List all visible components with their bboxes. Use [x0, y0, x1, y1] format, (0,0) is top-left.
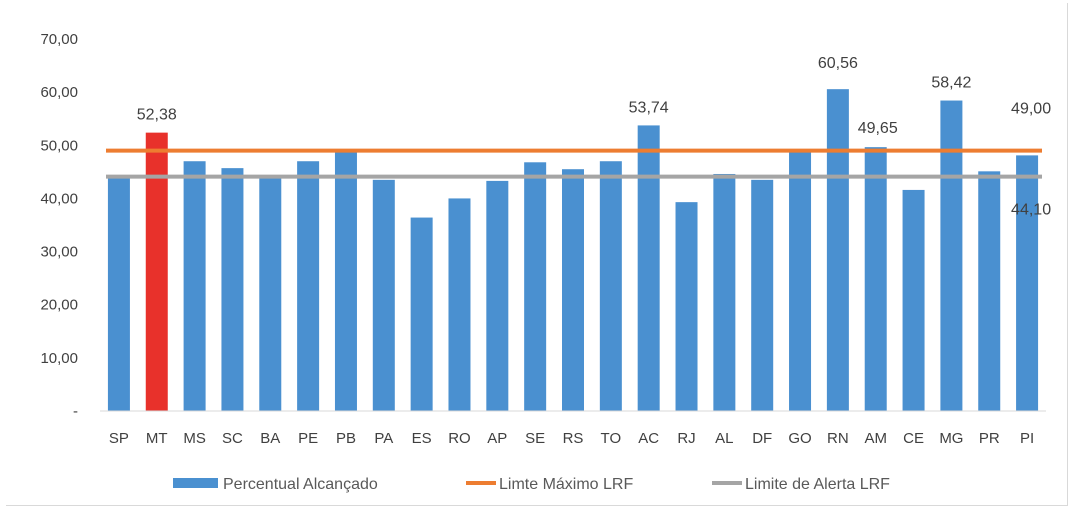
- x-tick-label: RS: [563, 430, 584, 447]
- bar-rj: [675, 202, 698, 411]
- x-tick-label: PR: [979, 430, 1000, 447]
- bar-pe: [297, 161, 320, 411]
- bar-se: [524, 162, 547, 411]
- legend-label: Limte Máximo LRF: [499, 476, 633, 493]
- y-tick-label: 70,00: [40, 31, 78, 48]
- y-tick-label: 50,00: [40, 137, 78, 154]
- x-tick-label: MS: [183, 430, 206, 447]
- bar-sc: [221, 168, 244, 411]
- x-tick-label: SC: [222, 430, 243, 447]
- bar-ce: [902, 189, 925, 411]
- x-tick-label: PB: [336, 430, 356, 447]
- bar-ba: [259, 175, 282, 411]
- x-tick-label: PE: [298, 430, 318, 447]
- y-tick-label: 10,00: [40, 350, 78, 367]
- x-tick-label: AL: [715, 430, 733, 447]
- data-label: 49,00: [1011, 101, 1051, 118]
- bar-pi: [1016, 155, 1039, 411]
- x-tick-label: PI: [1020, 430, 1034, 447]
- legend: Percentual Alcançado Limte Máximo LRF Limi…: [173, 476, 890, 493]
- legend-label: Limite de Alerta LRF: [745, 476, 890, 493]
- x-tick-label: AM: [864, 430, 887, 447]
- bar-rn: [826, 89, 849, 411]
- x-tick-label: BA: [260, 430, 280, 447]
- y-tick-label: 60,00: [40, 84, 78, 101]
- bar-al: [713, 173, 736, 411]
- bar-df: [751, 179, 774, 411]
- x-tick-label: CE: [903, 430, 924, 447]
- x-tick-label: MG: [939, 430, 963, 447]
- data-labels: 52,38 53,74 60,56 49,65 58,42 49,00 44,10: [137, 55, 1051, 218]
- x-tick-label: RN: [827, 430, 849, 447]
- x-tick-label: AP: [487, 430, 507, 447]
- y-tick-label: 40,00: [40, 190, 78, 207]
- x-tick-label: AC: [638, 430, 659, 447]
- x-tick-label: TO: [601, 430, 622, 447]
- x-tick-label: DF: [752, 430, 772, 447]
- data-label: 60,56: [818, 55, 858, 72]
- data-label: 58,42: [931, 75, 971, 92]
- x-tick-label: RO: [448, 430, 471, 447]
- bar-rs: [562, 169, 584, 411]
- bar-pb: [334, 151, 357, 412]
- chart-frame: [6, 3, 1068, 506]
- bar-to: [599, 161, 622, 411]
- x-tick-label: MT: [146, 430, 168, 447]
- bar-go: [789, 151, 812, 412]
- bar-ac: [637, 125, 660, 412]
- x-tick-label: ES: [412, 430, 432, 447]
- x-axis: SP MT MS SC BA PE PB PA ES RO AP SE RS TO AC RJ AL DF GO RN…: [109, 430, 1034, 447]
- y-axis: - 10,00 20,00 30,00 40,00 50,00 60,00 70,00: [40, 31, 78, 420]
- legend-swatch-bar: [173, 478, 218, 488]
- x-tick-label: RJ: [677, 430, 695, 447]
- data-label: 49,65: [858, 120, 898, 137]
- y-tick-label: -: [73, 403, 78, 420]
- legend-label: Percentual Alcançado: [223, 476, 378, 493]
- bar-pr: [978, 171, 1001, 411]
- bars: [107, 89, 1039, 412]
- bar-mt: [145, 132, 168, 412]
- y-tick-label: 30,00: [40, 244, 78, 261]
- bar-mg: [940, 100, 963, 411]
- data-label: 44,10: [1011, 202, 1051, 219]
- data-label: 53,74: [629, 99, 669, 116]
- x-tick-label: GO: [788, 430, 811, 447]
- bar-pa: [372, 179, 395, 411]
- y-tick-label: 20,00: [40, 297, 78, 314]
- bar-sp: [107, 176, 130, 411]
- bar-ap: [486, 180, 509, 411]
- bar-ms: [183, 161, 206, 411]
- x-tick-label: SP: [109, 430, 129, 447]
- bar-ro: [448, 198, 471, 411]
- reference-lines: [106, 148, 1042, 179]
- x-tick-label: PA: [374, 430, 393, 447]
- data-label: 52,38: [137, 107, 177, 124]
- bar-am: [864, 147, 887, 411]
- bar-es: [410, 217, 433, 411]
- x-tick-label: SE: [525, 430, 545, 447]
